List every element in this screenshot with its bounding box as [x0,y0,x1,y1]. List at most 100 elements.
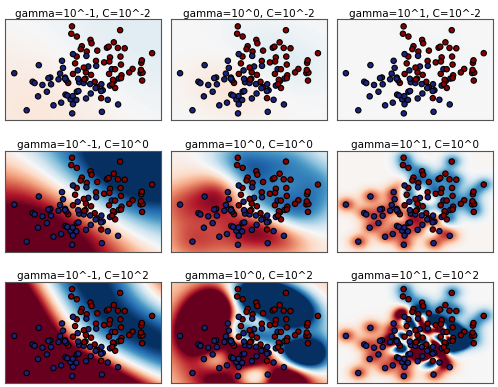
Point [223,99,231,106]
Point [108,81,116,87]
Point [418,91,426,97]
Point [286,45,294,51]
Point [412,76,420,82]
Point [82,200,90,207]
Point [239,33,247,39]
Point [75,79,83,85]
Point [238,97,246,103]
Point [230,80,238,86]
Point [116,27,124,33]
Point [448,158,456,164]
Point [414,358,422,364]
Point [469,198,477,204]
Point [398,228,406,234]
Point [274,212,282,219]
Point [399,23,407,29]
Point [87,37,95,43]
Point [69,202,77,209]
Point [227,206,235,212]
Point [423,216,431,223]
Point [57,99,65,106]
Point [411,211,419,217]
Point [136,70,144,76]
Point [480,50,488,56]
Point [405,67,413,74]
Point [239,296,247,302]
Point [137,191,145,197]
Point [390,65,398,71]
Point [430,350,438,356]
Point [93,310,101,317]
Point [235,93,243,99]
Point [282,27,290,33]
Point [87,300,95,306]
Point [424,320,432,327]
Point [403,192,411,198]
Point [291,69,299,75]
Point [10,333,18,339]
Point [56,70,64,77]
Point [469,191,477,197]
Point [104,97,112,103]
Point [275,208,283,214]
Point [78,175,86,181]
Point [235,364,243,370]
Point [67,96,75,103]
Point [224,189,232,195]
Point [74,199,82,205]
Point [396,80,404,86]
Point [304,209,312,215]
Point [248,358,256,364]
Point [468,201,476,207]
Point [378,344,386,350]
Point [111,85,119,91]
Point [74,339,82,345]
Point [429,226,437,233]
Point [105,334,113,340]
Point [98,344,106,350]
Point [204,344,212,351]
Point [437,190,445,196]
Point [100,322,108,328]
Point [92,58,100,64]
Point [276,209,284,215]
Point [61,337,69,343]
Point [137,60,145,66]
Point [272,214,280,220]
Point [121,176,128,183]
Point [248,227,256,233]
Point [82,338,90,344]
Point [118,72,125,79]
Point [449,324,457,330]
Point [35,325,43,331]
Point [243,177,250,183]
Point [80,80,88,86]
Point [73,53,81,60]
Point [280,233,288,239]
Point [269,97,277,103]
Point [82,207,90,213]
Point [62,91,70,98]
Point [67,293,75,300]
Point [64,211,72,217]
Point [270,44,278,50]
Point [413,69,421,75]
Point [429,344,437,350]
Point [449,206,457,212]
Point [266,59,274,65]
Point [403,60,411,67]
Point [452,308,460,314]
Point [413,207,421,213]
Point [239,185,247,191]
Point [87,334,95,341]
Point [77,177,85,183]
Point [460,197,468,204]
Point [393,74,401,80]
Point [10,202,18,208]
Point [418,212,426,219]
Point [442,341,450,347]
Point [118,204,125,210]
Point [225,327,233,334]
Point [240,339,248,345]
Point [224,320,232,327]
